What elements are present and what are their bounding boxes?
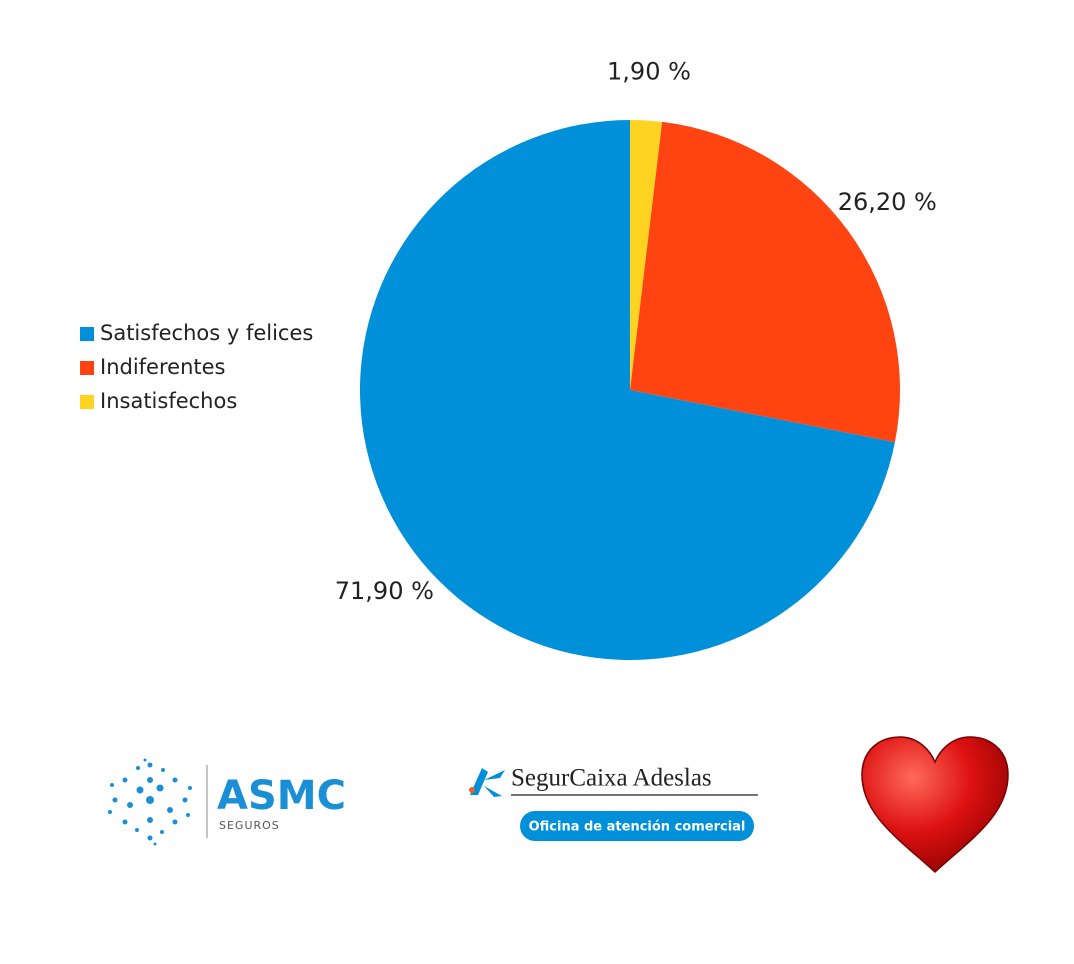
legend-label: Insatisfechos	[100, 389, 237, 413]
asmc-logo: ASMC SEGUROS	[108, 758, 346, 846]
legend-label: Indiferentes	[100, 355, 225, 379]
asmc-name: ASMC	[217, 773, 346, 819]
asmc-dots	[108, 758, 192, 846]
legend-label: Satisfechos y felices	[100, 321, 313, 345]
legend-swatch	[80, 395, 94, 409]
data-label: 1,90 %	[607, 58, 691, 86]
pie-slice	[359, 120, 895, 661]
segurcaixa-star	[470, 768, 505, 797]
pie-slice	[630, 120, 663, 390]
legend-swatch	[80, 327, 94, 341]
data-label: 26,20 %	[838, 188, 937, 216]
segurcaixa-button-text: Oficina de atención comercial	[529, 820, 746, 835]
segurcaixa-button[interactable]	[520, 811, 754, 841]
heart-icon	[861, 736, 1009, 874]
data-label: 71,90 %	[335, 577, 434, 605]
legend-swatch	[80, 361, 94, 375]
segurcaixa-name: SegurCaixa Adeslas	[511, 765, 712, 792]
segurcaixa-logo: SegurCaixa Adeslas Oficina de atención c…	[469, 765, 758, 841]
pie-chart: 1,90 % 26,20 % 71,90 %	[335, 58, 937, 661]
legend: Satisfechos y felices Indiferentes Insatis…	[80, 321, 313, 413]
segurcaixa-dot	[469, 787, 475, 793]
pie-slice	[630, 121, 900, 443]
asmc-sub: SEGUROS	[219, 819, 280, 832]
